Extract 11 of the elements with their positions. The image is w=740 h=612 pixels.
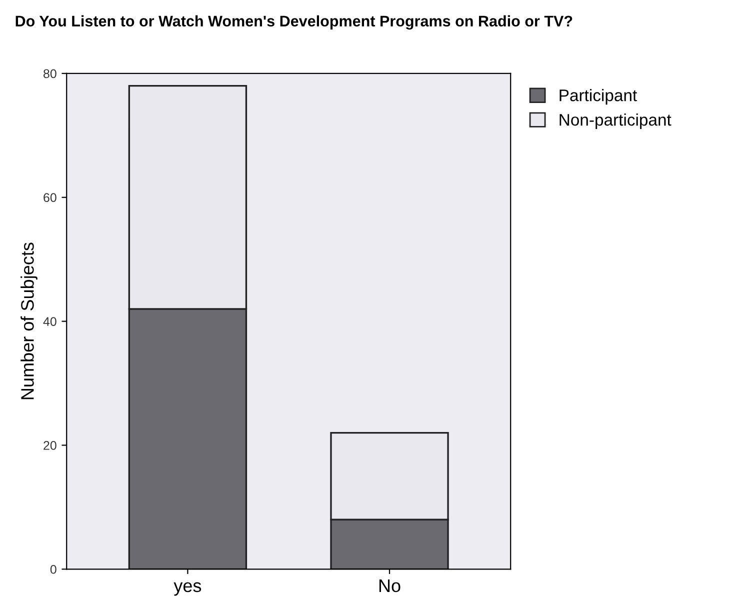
x-tick-label: No	[379, 580, 400, 592]
y-tick-label: 80	[44, 69, 56, 78]
legend-label: Participant	[560, 89, 637, 105]
y-tick-label: 40	[43, 317, 56, 326]
y-tick-label: 0	[50, 564, 56, 574]
x-tick-label: yes	[174, 582, 202, 596]
y-tick-label: 20	[44, 441, 56, 450]
y-axis-title: Number of Subjects	[20, 242, 38, 400]
chart-title: Do You Listen to or Watch Women's Development Programs on Radio or TV?	[16, 15, 572, 30]
legend-label: Non-participant	[560, 113, 672, 130]
y-tick-label: 60	[44, 193, 56, 202]
